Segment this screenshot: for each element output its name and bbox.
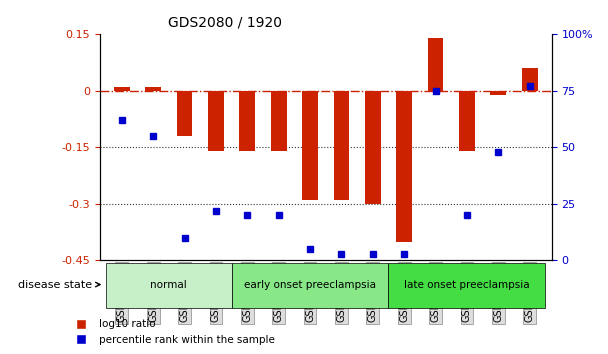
Text: late onset preeclampsia: late onset preeclampsia: [404, 280, 530, 290]
Text: disease state: disease state: [18, 280, 100, 290]
Legend: log10 ratio, percentile rank within the sample: log10 ratio, percentile rank within the …: [66, 315, 280, 349]
Bar: [145, 87, 161, 91]
Bar: [427, 38, 443, 91]
Bar: [396, 91, 412, 241]
Bar: [271, 91, 286, 151]
Bar: [240, 91, 255, 151]
FancyBboxPatch shape: [232, 263, 389, 308]
Bar: [365, 91, 381, 204]
Text: GDS2080 / 1920: GDS2080 / 1920: [168, 15, 282, 29]
Bar: [208, 91, 224, 151]
Bar: [459, 91, 475, 151]
Bar: [522, 68, 537, 91]
Bar: [177, 91, 192, 136]
FancyBboxPatch shape: [106, 263, 232, 308]
Text: normal: normal: [150, 280, 187, 290]
Bar: [491, 91, 506, 95]
Bar: [334, 91, 349, 200]
Text: early onset preeclampsia: early onset preeclampsia: [244, 280, 376, 290]
Bar: [114, 87, 130, 91]
Bar: [302, 91, 318, 200]
FancyBboxPatch shape: [389, 263, 545, 308]
